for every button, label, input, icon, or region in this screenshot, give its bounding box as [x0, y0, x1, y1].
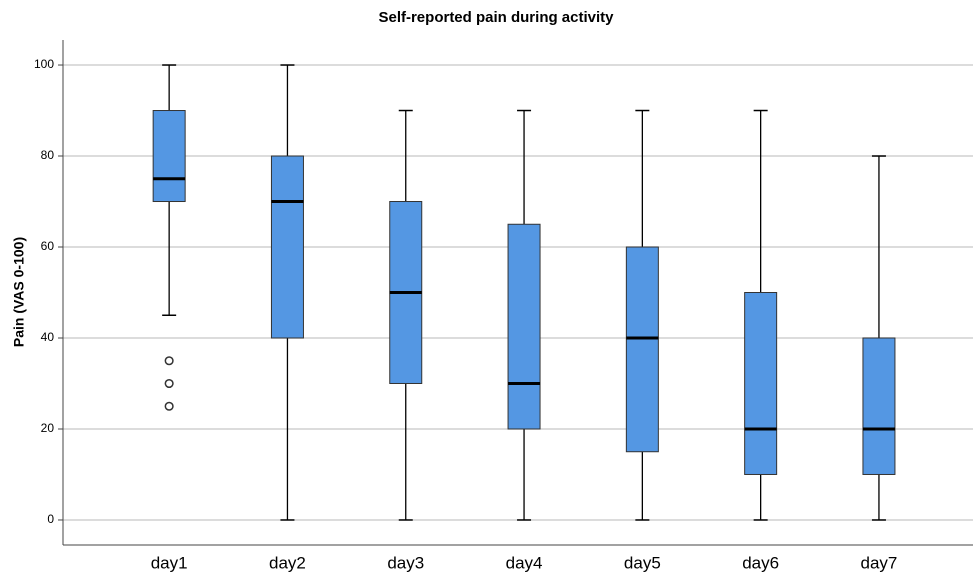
y-tick-label: 40: [41, 330, 55, 344]
y-tick-label: 60: [41, 239, 55, 253]
y-tick-label: 100: [34, 57, 54, 71]
y-axis-label: Pain (VAS 0-100): [11, 237, 27, 347]
outlier: [164, 401, 174, 411]
outlier: [164, 356, 174, 366]
box: [862, 337, 896, 475]
x-tick-label: day3: [387, 553, 424, 572]
box: [507, 223, 541, 430]
box: [152, 110, 186, 203]
chart-title: Self-reported pain during activity: [378, 9, 614, 26]
box: [625, 246, 659, 453]
x-tick-label: day5: [624, 553, 661, 572]
x-tick-label: day7: [861, 553, 898, 572]
outlier: [164, 378, 174, 389]
y-tick-label: 0: [47, 512, 54, 526]
y-tick-label: 20: [41, 421, 55, 435]
box: [270, 155, 304, 339]
x-tick-label: day4: [506, 553, 543, 572]
x-tick-label: day1: [151, 553, 188, 572]
y-tick-label: 80: [41, 148, 55, 162]
x-tick-label: day6: [742, 553, 779, 572]
box: [744, 292, 778, 475]
x-tick-label: day2: [269, 553, 306, 572]
